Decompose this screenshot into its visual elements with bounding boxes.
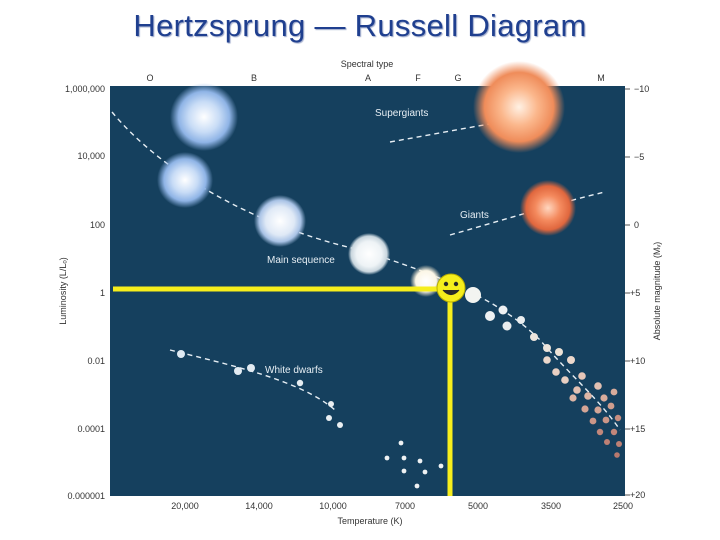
star-giant-red [520,180,576,236]
temperature-tick-5000: 5000 [468,501,488,511]
label-giants: Giants [460,210,489,221]
spectral-tick-b: B [251,73,257,83]
spectral-tick-g: G [454,73,461,83]
left-axis-label: Luminosity (L/Lₒ) [58,257,68,324]
temperature-tick-3500: 3500 [541,501,561,511]
star-main-white [348,233,390,275]
luminosity-tick-0-0001: 0.0001 [77,424,105,434]
luminosity-tick-100: 100 [90,220,105,230]
luminosity-tick-0-01: 0.01 [87,356,105,366]
magnitude-tick-p10: +10 [630,356,645,366]
spectral-tick-o: O [146,73,153,83]
magnitude-tick-m10: −10 [634,84,649,94]
star-supergiant-blue [170,83,238,151]
temperature-tick-14000: 14,000 [245,501,273,511]
top-axis-label: Spectral type [341,59,394,69]
luminosity-tick-0-000001: 0.000001 [67,491,105,501]
spectral-tick-m: M [597,73,605,83]
main-sequence-line [111,111,621,431]
bottom-axis-label: Temperature (K) [337,516,402,526]
white-dwarfs-line [169,349,336,411]
luminosity-tick-1: 1 [100,288,105,298]
right-axis-label: Absolute magnitude (Mᵥ) [652,242,662,340]
magnitude-tick-0: 0 [634,220,639,230]
luminosity-tick-1e6: 1,000,000 [65,84,105,94]
right-axis-tickmarks [625,88,630,496]
star-main-small-1 [465,287,481,303]
star-main-blue-1 [157,152,213,208]
magnitude-tick-m5: −5 [634,152,644,162]
faint-dwarf-dots [384,440,444,489]
page-title: Hertzsprung — Russell Diagram [133,8,587,43]
star-supergiant-orange [473,61,565,153]
label-supergiants: Supergiants [375,108,428,119]
label-white-dwarfs: White dwarfs [265,365,323,376]
luminosity-tick-1e4: 10,000 [77,151,105,161]
star-main-blue-2 [254,195,306,247]
spectral-tick-f: F [415,73,421,83]
magnitude-tick-p20: +20 [630,490,645,500]
temperature-tick-20000: 20,000 [171,501,199,511]
label-main-sequence: Main sequence [267,255,335,266]
main-sequence-dots [485,305,622,458]
temperature-tick-7000: 7000 [395,501,415,511]
temperature-tick-2500: 2500 [613,501,633,511]
magnitude-tick-p15: +15 [630,424,645,434]
temperature-tick-10000: 10,000 [319,501,347,511]
sun-smiley-icon [436,273,466,303]
white-dwarf-dots [177,350,343,428]
spectral-tick-a: A [365,73,371,83]
magnitude-tick-p5: +5 [630,288,640,298]
